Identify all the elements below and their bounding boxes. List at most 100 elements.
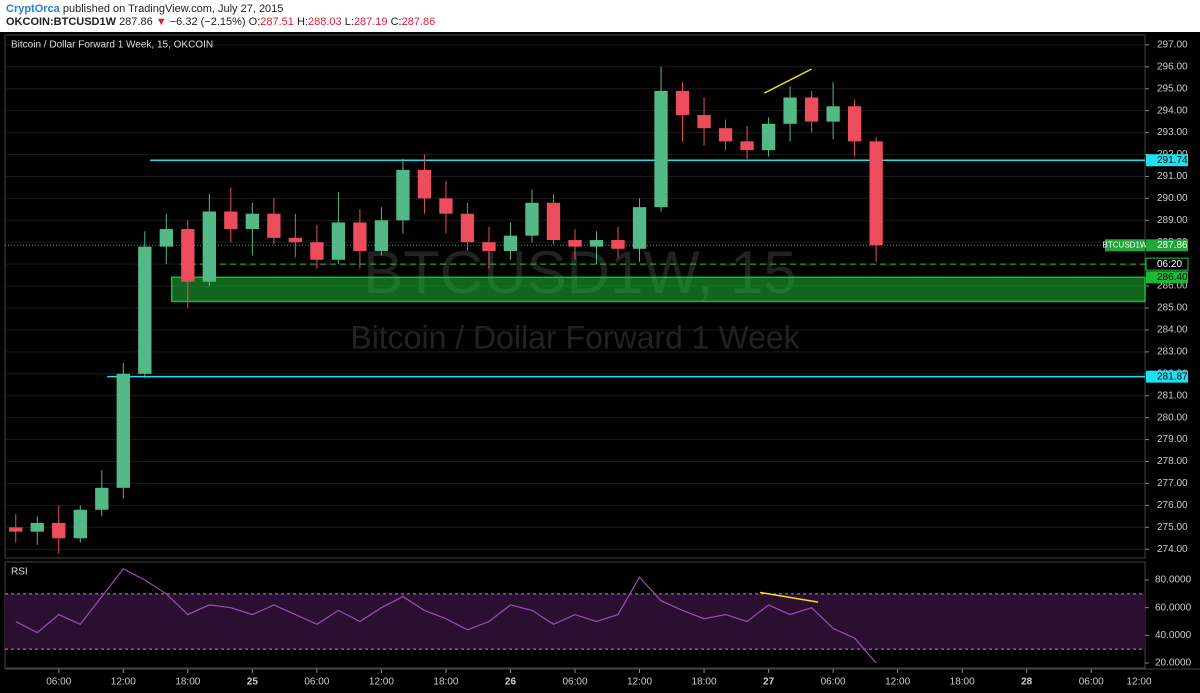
candle-body <box>396 169 410 221</box>
candle-body <box>417 169 432 199</box>
candle-body <box>525 202 539 236</box>
y-tick-label: 274.00 <box>1157 544 1188 555</box>
x-tick-label: 18:00 <box>433 677 458 688</box>
axis-tag-label: 291.74 <box>1157 155 1188 166</box>
axis-tag <box>1145 257 1189 271</box>
y-tick-label: 80.0000 <box>1155 575 1192 586</box>
candle-body <box>9 527 23 532</box>
published: published on TradingView.com, July 27, 2… <box>62 3 284 15</box>
candle-body <box>202 211 217 282</box>
header: CryptOrca published on TradingView.com, … <box>0 0 1200 32</box>
y-tick-label: 278.00 <box>1157 456 1188 467</box>
background <box>0 32 1200 693</box>
support-zone <box>170 276 1146 303</box>
y-tick-label: 281.00 <box>1157 390 1188 401</box>
candle-body <box>30 522 44 532</box>
y-tick-label: 297.00 <box>1157 40 1188 51</box>
axis-tag-label: 287.86 <box>1157 240 1188 251</box>
ohlc-value: 288.03 <box>307 16 342 28</box>
x-tick-label: 12:00 <box>885 677 910 688</box>
x-tick-label: 06:00 <box>1079 677 1104 688</box>
ohlc-value: 287.19 <box>353 16 388 28</box>
candle-body <box>847 106 862 142</box>
x-tick-label: 18:00 <box>175 677 200 688</box>
trendline <box>759 591 819 603</box>
candle-body <box>310 242 324 260</box>
quote-line: OKCOIN:BTCUSD1W 287.86 ▼ −6.32 (−2.15%) … <box>6 16 1194 29</box>
y-tick-label: 283.00 <box>1157 347 1188 358</box>
candle-body <box>52 522 66 539</box>
y-tick-label: 280.00 <box>1157 412 1188 423</box>
candle-body <box>718 128 733 142</box>
author: CryptOrca <box>6 3 60 15</box>
candle-body <box>869 141 883 246</box>
rsi-band <box>5 593 1145 650</box>
symbol-tag-label: BTCUSD1W <box>1103 240 1148 249</box>
candle-body <box>568 240 582 247</box>
x-tick-label: 12:00 <box>111 677 136 688</box>
y-tick-label: 296.00 <box>1157 61 1188 72</box>
candle-body <box>761 123 776 151</box>
y-tick-label: 286.00 <box>1157 281 1188 292</box>
candle-body <box>783 97 797 124</box>
pane-title: Bitcoin / Dollar Forward 1 Week, 15, OKC… <box>11 40 213 51</box>
axis-tag <box>1146 154 1188 167</box>
axis-tag <box>1146 370 1188 383</box>
y-tick-label: 289.00 <box>1157 215 1188 226</box>
candle-body <box>503 235 518 251</box>
x-tick-label: 12:00 <box>369 677 394 688</box>
chart: 274.00 275.00 276.00 277.00 278.00 279.00 280.… <box>0 32 1200 693</box>
candle-body <box>654 90 668 208</box>
candle-body <box>804 97 819 122</box>
candle-body <box>73 509 87 539</box>
y-tick-label: 277.00 <box>1157 478 1188 489</box>
y-tick-label: 276.00 <box>1157 500 1188 511</box>
candle-body <box>697 115 711 129</box>
candle-body <box>353 222 367 251</box>
last-price: 287.86 <box>119 16 153 28</box>
x-tick-label: 26 <box>505 677 517 688</box>
ohlc-label: L: <box>344 16 354 28</box>
ohlc: O:287.51 H:288.03 L:287.19 C:287.86 <box>249 16 436 28</box>
watermark: Bitcoin / Dollar Forward 1 Week <box>350 319 800 355</box>
symbol: OKCOIN:BTCUSD1W <box>6 16 116 28</box>
candle-body <box>675 90 690 116</box>
y-tick-label: 284.00 <box>1157 325 1188 336</box>
candle-body <box>589 240 604 247</box>
x-tick-label: 28 <box>1021 677 1033 688</box>
x-tick-label: 18:00 <box>950 677 975 688</box>
candle-body <box>331 222 346 260</box>
x-tick-label: 18:00 <box>692 677 717 688</box>
y-tick-label: 295.00 <box>1157 83 1188 94</box>
x-tick-label: 27 <box>763 677 775 688</box>
x-tick-label: 06:00 <box>304 677 329 688</box>
x-tick-label: 06:00 <box>821 677 846 688</box>
x-tick-label: 25 <box>247 677 259 688</box>
candle-body <box>826 106 840 122</box>
y-tick-label: 279.00 <box>1157 434 1188 445</box>
candle-body <box>546 202 561 241</box>
ohlc-label: O: <box>248 16 261 28</box>
candle-body <box>95 487 109 510</box>
axis-tag <box>1146 271 1188 284</box>
candle-body <box>740 141 754 151</box>
candle-body <box>116 373 130 488</box>
ohlc-label: H: <box>296 16 308 28</box>
axis-tag-label: 281.87 <box>1157 371 1188 382</box>
arrow: ▼ <box>155 16 167 28</box>
candle-body <box>611 240 625 249</box>
axis-tag-label: 286.40 <box>1157 272 1188 283</box>
pane-title: RSI <box>11 567 28 578</box>
y-tick-label: 285.00 <box>1157 303 1188 314</box>
candle-body <box>138 246 152 374</box>
y-tick-label: 293.00 <box>1157 127 1188 138</box>
x-tick-label: 12:00 <box>627 677 652 688</box>
rsi-line <box>15 568 877 664</box>
x-tick-label: 06:00 <box>46 677 71 688</box>
candle-body <box>632 207 647 249</box>
change: −6.32 (−2.15%) <box>169 16 246 28</box>
y-tick-label: 294.00 <box>1157 105 1188 116</box>
ohlc-label: C: <box>390 16 402 28</box>
header-line: CryptOrca published on TradingView.com, … <box>6 3 1194 16</box>
candle-body <box>267 213 281 238</box>
